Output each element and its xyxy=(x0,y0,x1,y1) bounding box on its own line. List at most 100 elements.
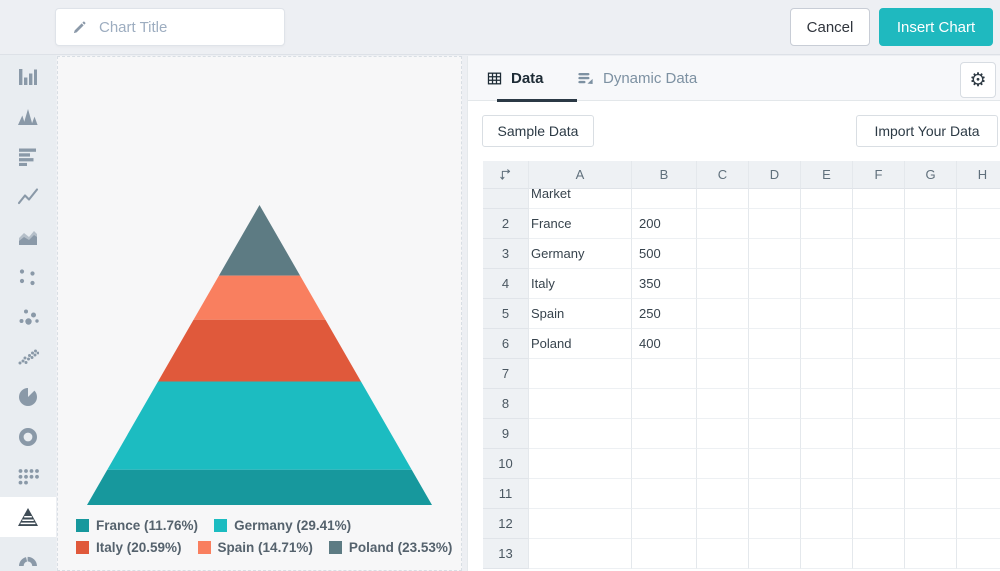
grid-cell[interactable] xyxy=(801,329,853,359)
grid-cell[interactable] xyxy=(529,419,632,449)
sidebar-item-scatter-chart[interactable] xyxy=(0,257,56,297)
grid-cell[interactable] xyxy=(529,479,632,509)
grid-cell[interactable] xyxy=(801,269,853,299)
column-header-b[interactable]: B xyxy=(632,161,697,189)
grid-cell[interactable] xyxy=(957,189,1000,209)
grid-cell[interactable] xyxy=(853,539,905,569)
grid-cell[interactable] xyxy=(632,189,697,209)
grid-cell[interactable] xyxy=(853,449,905,479)
grid-cell[interactable] xyxy=(957,479,1000,509)
grid-cell[interactable] xyxy=(801,189,853,209)
import-your-data-button[interactable]: Import Your Data xyxy=(856,115,998,147)
sidebar-item-pie-chart[interactable] xyxy=(0,377,56,417)
grid-cell[interactable]: 500 xyxy=(632,239,697,269)
sidebar-item-dot-plot-chart[interactable] xyxy=(0,337,56,377)
grid-cell[interactable] xyxy=(749,509,801,539)
grid-cell[interactable] xyxy=(697,479,749,509)
grid-cell[interactable] xyxy=(853,479,905,509)
grid-cell[interactable] xyxy=(905,449,957,479)
grid-cell[interactable] xyxy=(749,539,801,569)
grid-cell[interactable]: 400 xyxy=(632,329,697,359)
grid-cell[interactable]: Market xyxy=(529,189,632,209)
grid-cell[interactable] xyxy=(853,269,905,299)
sidebar-item-dot-matrix-chart[interactable] xyxy=(0,457,56,497)
grid-cell[interactable] xyxy=(957,269,1000,299)
grid-cell[interactable] xyxy=(905,539,957,569)
grid-cell[interactable]: Italy xyxy=(529,269,632,299)
column-header-h[interactable]: H xyxy=(957,161,1000,189)
grid-cell[interactable] xyxy=(697,189,749,209)
grid-cell[interactable] xyxy=(529,509,632,539)
grid-cell[interactable] xyxy=(957,419,1000,449)
grid-cell[interactable] xyxy=(853,189,905,209)
grid-cell[interactable] xyxy=(697,359,749,389)
grid-cell[interactable]: 200 xyxy=(632,209,697,239)
grid-cell[interactable] xyxy=(905,359,957,389)
grid-cell[interactable] xyxy=(905,419,957,449)
row-number[interactable]: 8 xyxy=(483,389,529,419)
row-number[interactable]: 13 xyxy=(483,539,529,569)
grid-cell[interactable] xyxy=(749,299,801,329)
grid-cell[interactable] xyxy=(801,239,853,269)
row-number[interactable]: 11 xyxy=(483,479,529,509)
grid-cell[interactable] xyxy=(697,449,749,479)
grid-cell[interactable] xyxy=(697,389,749,419)
grid-cell[interactable] xyxy=(632,419,697,449)
grid-cell[interactable] xyxy=(749,479,801,509)
grid-cell[interactable] xyxy=(853,419,905,449)
grid-cell[interactable] xyxy=(632,509,697,539)
row-number[interactable]: 10 xyxy=(483,449,529,479)
grid-cell[interactable] xyxy=(853,389,905,419)
grid-cell[interactable]: 350 xyxy=(632,269,697,299)
grid-cell[interactable] xyxy=(957,509,1000,539)
grid-cell[interactable] xyxy=(697,329,749,359)
row-number[interactable]: 4 xyxy=(483,269,529,299)
grid-cell[interactable] xyxy=(697,299,749,329)
row-number[interactable]: 5 xyxy=(483,299,529,329)
row-number[interactable] xyxy=(483,189,529,209)
grid-cell[interactable] xyxy=(957,239,1000,269)
grid-cell[interactable] xyxy=(801,389,853,419)
row-number[interactable]: 7 xyxy=(483,359,529,389)
grid-cell[interactable] xyxy=(905,329,957,359)
grid-cell[interactable] xyxy=(905,209,957,239)
grid-cell[interactable] xyxy=(749,389,801,419)
row-number[interactable]: 2 xyxy=(483,209,529,239)
column-header-d[interactable]: D xyxy=(749,161,801,189)
grid-cell[interactable] xyxy=(801,209,853,239)
tab-data[interactable]: Data xyxy=(486,56,577,102)
row-number[interactable]: 12 xyxy=(483,509,529,539)
sidebar-item-pyramid-chart[interactable] xyxy=(0,497,56,537)
grid-cell[interactable] xyxy=(957,539,1000,569)
grid-cell[interactable] xyxy=(801,539,853,569)
grid-cell[interactable] xyxy=(697,509,749,539)
cancel-button[interactable]: Cancel xyxy=(790,8,870,46)
row-number[interactable]: 9 xyxy=(483,419,529,449)
grid-cell[interactable]: Germany xyxy=(529,239,632,269)
grid-cell[interactable] xyxy=(801,509,853,539)
grid-cell[interactable] xyxy=(957,389,1000,419)
grid-cell[interactable] xyxy=(957,449,1000,479)
grid-cell[interactable] xyxy=(632,479,697,509)
grid-cell[interactable]: 250 xyxy=(632,299,697,329)
grid-cell[interactable] xyxy=(632,389,697,419)
grid-cell[interactable] xyxy=(529,449,632,479)
grid-cell[interactable] xyxy=(853,359,905,389)
chart-title-box[interactable] xyxy=(55,8,300,46)
grid-cell[interactable] xyxy=(801,299,853,329)
column-header-g[interactable]: G xyxy=(905,161,957,189)
grid-cell[interactable] xyxy=(853,209,905,239)
swap-rows-columns-button[interactable] xyxy=(483,161,529,189)
column-header-a[interactable]: A xyxy=(529,161,632,189)
grid-cell[interactable] xyxy=(749,359,801,389)
grid-cell[interactable] xyxy=(801,419,853,449)
grid-cell[interactable] xyxy=(905,389,957,419)
grid-cell[interactable] xyxy=(697,419,749,449)
grid-cell[interactable]: France xyxy=(529,209,632,239)
grid-cell[interactable] xyxy=(529,389,632,419)
grid-cell[interactable] xyxy=(905,189,957,209)
grid-cell[interactable] xyxy=(749,449,801,479)
grid-cell[interactable] xyxy=(853,329,905,359)
grid-cell[interactable] xyxy=(905,299,957,329)
settings-button[interactable]: ⚙ xyxy=(960,62,996,98)
